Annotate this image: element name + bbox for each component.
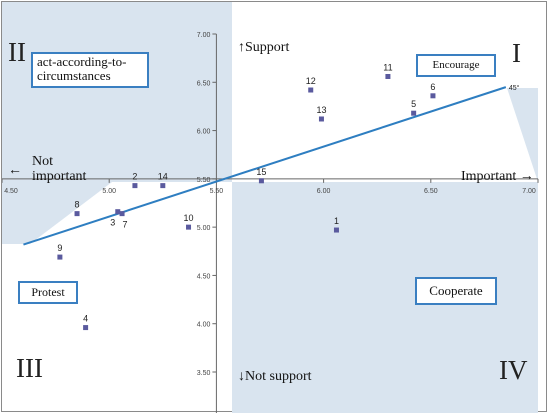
data-point-label-13: 13 — [316, 105, 326, 115]
quadrant-box-encourage: Encourage — [416, 54, 496, 77]
y-tick-label: 7.00 — [197, 32, 211, 39]
data-point-label-5: 5 — [411, 99, 416, 109]
data-point-label-7: 7 — [123, 220, 128, 230]
quadrant-numeral-3: III — [16, 353, 43, 383]
data-point-4 — [83, 325, 89, 331]
data-point-label-2: 2 — [132, 172, 137, 182]
data-point-label-8: 8 — [75, 200, 80, 210]
data-point-3 — [115, 209, 121, 215]
arrow-up-icon: ↑ — [238, 40, 245, 55]
axes-layer: 4.50 5.00 5.50 6.00 6.50 7.00 3.50 4.00 4.50 5.00… — [2, 32, 539, 413]
not-important-text: Not important — [32, 154, 87, 185]
data-point-12 — [308, 87, 314, 93]
shade-right-wedge — [507, 88, 538, 182]
reference-line-layer: 45° — [23, 84, 520, 246]
data-point-6 — [430, 93, 436, 99]
data-point-15 — [258, 178, 264, 184]
quadrant-numeral-2: II — [8, 37, 26, 67]
quadrant-box-act: act-according-to- circumstances — [31, 52, 149, 88]
y-tick-label: 3.50 — [197, 370, 211, 377]
shade-left-strip — [2, 182, 112, 244]
data-point-label-9: 9 — [57, 243, 62, 253]
data-point-2 — [132, 183, 138, 189]
x-tick-label: 5.00 — [102, 188, 116, 195]
reference-line — [23, 86, 507, 246]
x-tick-label: 6.00 — [317, 188, 331, 195]
support-text: Support — [245, 40, 290, 55]
x-tick-label: 5.50 — [210, 188, 224, 195]
not-important-label: ← Not important — [8, 154, 86, 185]
data-point-13 — [318, 116, 324, 122]
not-support-text: Not support — [245, 369, 312, 384]
data-point-label-1: 1 — [334, 216, 339, 226]
data-point-5 — [411, 110, 417, 116]
x-tick-label: 7.00 — [522, 188, 536, 195]
data-point-14 — [160, 183, 166, 189]
y-tick-label: 6.50 — [197, 80, 211, 87]
arrow-down-icon: ↓ — [238, 369, 245, 384]
data-point-label-10: 10 — [184, 213, 194, 223]
quadrant-box-cooperate: Cooperate — [415, 277, 497, 305]
data-point-label-11: 11 — [383, 62, 392, 72]
x-tick-label: 4.50 — [4, 188, 18, 195]
data-point-label-14: 14 — [158, 172, 168, 182]
y-tick-label: 4.00 — [197, 322, 211, 329]
y-tick-label: 5.50 — [197, 177, 211, 184]
quadrant-numeral-4: IV — [499, 355, 528, 385]
data-point-1 — [333, 227, 339, 233]
quadrant-numeral-1: I — [512, 38, 521, 68]
not-support-label: ↓Not support — [238, 369, 312, 384]
data-point-8 — [74, 211, 80, 217]
y-tick-label: 5.00 — [197, 225, 211, 232]
data-point-label-12: 12 — [306, 76, 316, 86]
support-label: ↑Support — [238, 40, 289, 55]
y-tick-label: 6.00 — [197, 129, 211, 136]
data-point-9 — [57, 254, 63, 260]
x-tick-label: 6.50 — [424, 188, 438, 195]
arrow-right-icon: → — [516, 169, 534, 184]
data-point-label-4: 4 — [83, 314, 88, 324]
important-label: Important → — [461, 169, 534, 184]
data-point-11 — [385, 73, 391, 79]
reference-line-label: 45° — [509, 84, 520, 92]
important-text: Important — [461, 169, 517, 184]
arrow-left-icon: ← — [8, 163, 22, 178]
y-tick-label: 4.50 — [197, 273, 211, 280]
shade-upper-left — [2, 2, 232, 182]
shade-lower-right — [232, 182, 538, 413]
data-point-label-15: 15 — [256, 167, 266, 177]
data-point-label-3: 3 — [110, 218, 115, 228]
data-point-7 — [119, 211, 125, 217]
data-point-label-6: 6 — [430, 82, 435, 92]
data-point-10 — [186, 224, 192, 230]
quadrant-box-protest: Protest — [18, 281, 78, 304]
